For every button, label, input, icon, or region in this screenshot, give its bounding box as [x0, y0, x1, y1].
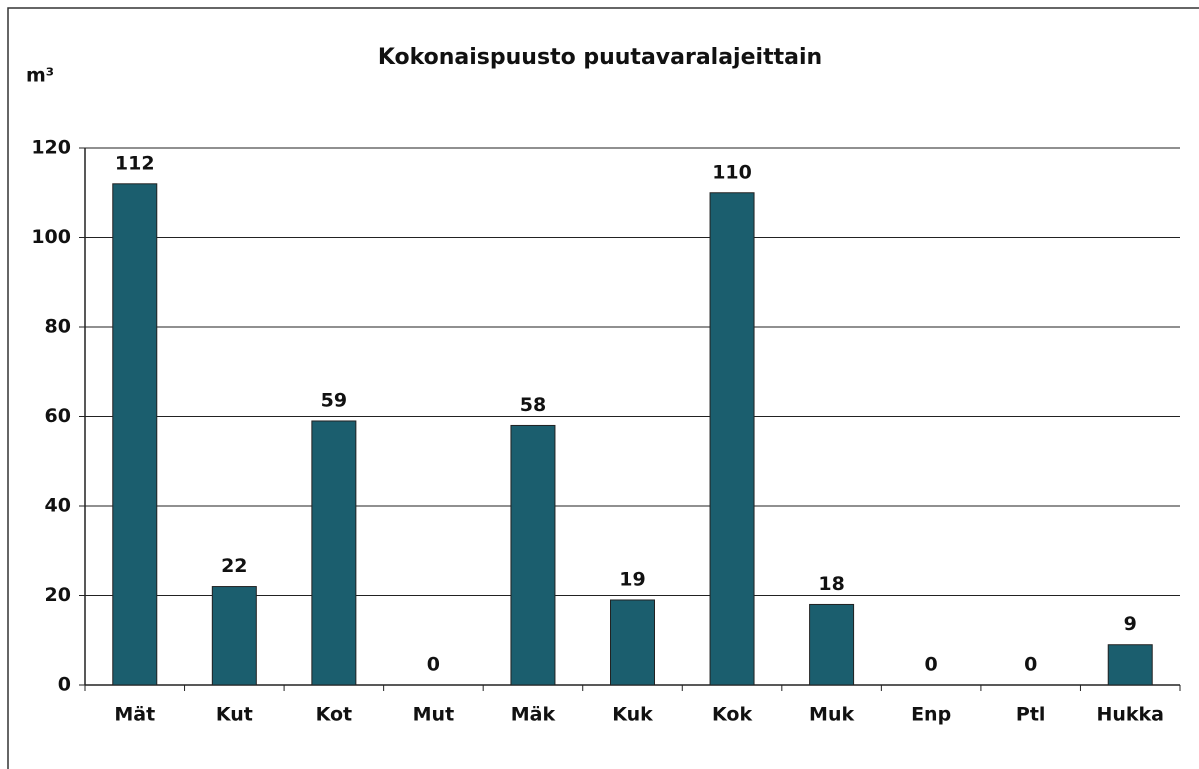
frame: [7, 7, 1199, 769]
x-tick-label: Kut: [216, 704, 253, 726]
bar: [709, 192, 755, 686]
data-label: 9: [1124, 613, 1137, 635]
data-label: 0: [427, 654, 440, 676]
y-tick-label: 20: [45, 584, 71, 606]
data-label: 110: [712, 161, 752, 183]
chart-title: Kokonaispuusto puutavaralajeittain: [378, 45, 822, 70]
data-label: 59: [321, 389, 347, 411]
x-tick-label: Kok: [712, 704, 752, 726]
bar: [809, 603, 855, 686]
y-tick-label: 60: [45, 405, 71, 427]
y-tick-label: 120: [31, 137, 71, 159]
y-tick-label: 40: [45, 495, 71, 517]
y-tick-label: 100: [31, 226, 71, 248]
x-tick-label: Hukka: [1096, 704, 1164, 726]
x-tick-label: Enp: [911, 704, 951, 726]
y-axis-label: m³: [26, 65, 54, 87]
x-tick-label: Mut: [413, 704, 455, 726]
data-label: 0: [925, 654, 938, 676]
bar: [610, 599, 655, 686]
bar: [211, 586, 257, 686]
x-tick-label: Ptl: [1016, 704, 1046, 726]
bar: [510, 424, 556, 686]
bar: [112, 183, 158, 686]
x-tick-label: Muk: [809, 704, 854, 726]
bar: [1107, 644, 1153, 686]
y-tick-label: 0: [58, 674, 71, 696]
data-label: 112: [115, 152, 155, 174]
bar: [311, 420, 357, 686]
data-label: 0: [1024, 654, 1037, 676]
y-tick-label: 80: [45, 316, 71, 338]
x-tick-label: Kot: [316, 704, 353, 726]
x-tick-label: Mäk: [511, 704, 556, 726]
x-tick-label: Kuk: [612, 704, 653, 726]
data-label: 19: [619, 568, 645, 590]
x-tick-label: Mät: [114, 704, 155, 726]
data-label: 18: [818, 573, 844, 595]
data-label: 22: [221, 555, 247, 577]
data-label: 58: [520, 394, 546, 416]
